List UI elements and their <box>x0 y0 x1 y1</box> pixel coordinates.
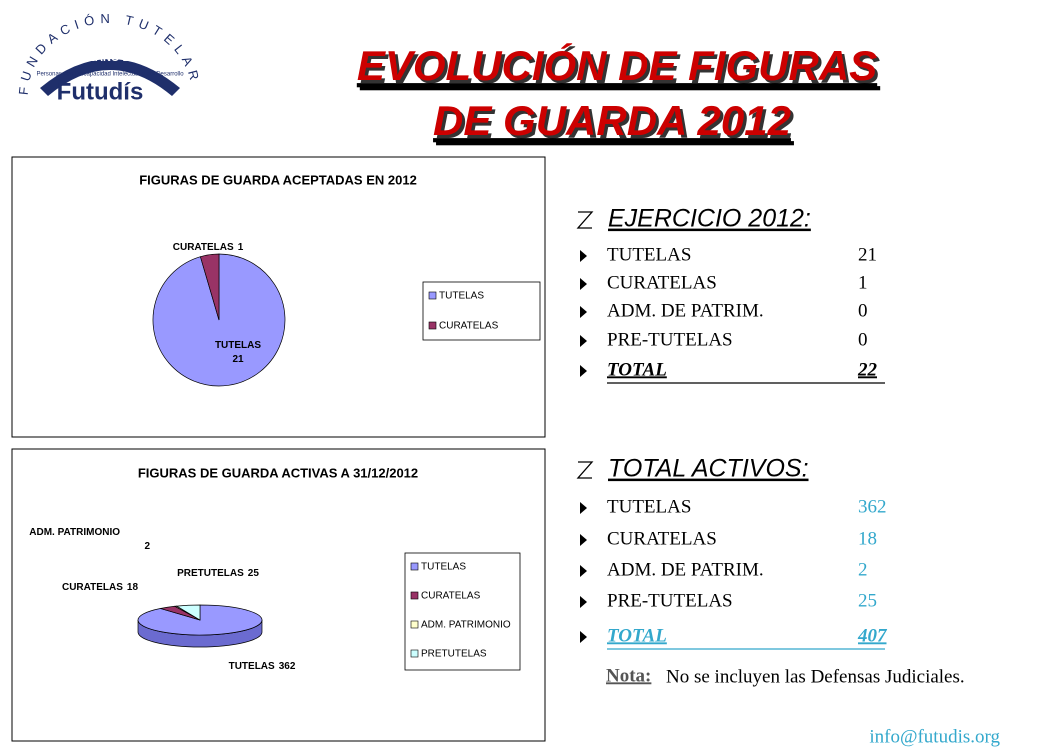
email: info@futudis.org <box>869 726 1000 747</box>
item-value: 21 <box>858 244 877 265</box>
legend <box>404 552 521 671</box>
data-label: TUTELAS 362 <box>229 661 296 672</box>
item-label: ADM. DE PATRIM. <box>607 300 764 321</box>
bullet-arrow <box>580 335 587 347</box>
item-value: 362 <box>858 496 887 517</box>
bullet-arrow <box>580 631 587 643</box>
pie-slice <box>175 604 201 621</box>
bullet-arrow <box>580 534 587 546</box>
data-label: CURATELAS 1 <box>173 242 244 253</box>
logo: FUNDACIÓN TUTELAR CASTELLANO LEONESA Per… <box>16 11 197 105</box>
bullet-arrow <box>580 250 587 262</box>
data-label-part: 21 <box>232 354 244 365</box>
item-label: ADM. DE PATRIM. <box>607 559 764 580</box>
legend-swatch <box>410 562 419 571</box>
legend-swatch <box>410 591 419 600</box>
item-value: 0 <box>858 300 868 321</box>
item-value: 25 <box>858 590 877 611</box>
item-value: 0 <box>858 329 868 350</box>
section-title: TOTAL ACTIVOS: <box>608 455 809 483</box>
title-shadow: EVOLUCIÓN DE FIGURAS <box>360 45 880 92</box>
data-label-part: 25 <box>248 568 260 579</box>
item-value: 18 <box>858 528 877 549</box>
data-label-part: ADM. PATRIMONIO <box>29 527 120 538</box>
item-value: 2 <box>858 559 868 580</box>
data-label-part: TUTELAS <box>229 661 275 672</box>
data-label-part: 362 <box>279 661 296 672</box>
item-value: 407 <box>857 625 888 646</box>
item-label: TOTAL <box>607 359 667 380</box>
item-label: CURATELAS <box>607 272 717 293</box>
data-label-part: 18 <box>127 582 139 593</box>
legend-swatch <box>410 620 419 629</box>
bullet-arrow <box>580 306 587 318</box>
legend-swatch <box>428 291 437 300</box>
title-line: EVOLUCIÓN DE FIGURAS <box>357 42 877 89</box>
legend-label: CURATELAS <box>439 321 499 332</box>
data-label: CURATELAS 18 <box>62 582 138 593</box>
logo-brand: Futudís <box>57 78 144 105</box>
data-label: ADM. PATRIMONIO 2 <box>29 527 150 552</box>
bullet-icon <box>576 211 594 229</box>
item-value: 22 <box>857 359 878 380</box>
data-label-part: 1 <box>238 242 244 253</box>
data-label-part: CURATELAS <box>173 242 234 253</box>
data-label-part: CURATELAS <box>62 582 123 593</box>
item-label: PRE-TUTELAS <box>607 329 733 350</box>
legend-label: ADM. PATRIMONIO <box>421 620 511 631</box>
title-shadow: DE GUARDA 2012 <box>436 100 794 147</box>
bullet-arrow <box>580 565 587 577</box>
data-label-part: PRETUTELAS <box>177 568 244 579</box>
legend-label: PRETUTELAS <box>421 649 487 660</box>
chart-title: FIGURAS DE GUARDA ACEPTADAS EN 2012 <box>139 172 417 187</box>
pie-slice <box>199 253 220 321</box>
chart-title: FIGURAS DE GUARDA ACTIVAS A 31/12/2012 <box>138 465 418 480</box>
legend-label: TUTELAS <box>439 291 484 302</box>
data-label-part: TUTELAS <box>215 340 261 351</box>
legend-label: TUTELAS <box>421 562 466 573</box>
legend-label: CURATELAS <box>421 591 481 602</box>
item-label: TUTELAS <box>607 244 691 265</box>
logo-sub: Personas con Discapacidad Intelectual o … <box>36 72 184 78</box>
note-text: No se incluyen las Defensas Judiciales. <box>666 666 965 687</box>
item-label: PRE-TUTELAS <box>607 590 733 611</box>
item-value: 1 <box>858 272 868 293</box>
data-label: TUTELAS 21 <box>215 340 261 365</box>
bullet-arrow <box>580 278 587 290</box>
bullet-arrow <box>580 502 587 514</box>
logo-band <box>40 59 180 96</box>
title: EVOLUCIÓN DE FIGURAS EVOLUCIÓN DE FIGURA… <box>357 42 880 147</box>
title-line: DE GUARDA 2012 <box>433 97 791 144</box>
bullet-arrow <box>580 365 587 377</box>
bullet-arrow <box>580 596 587 608</box>
data-label: PRETUTELAS 25 <box>177 568 259 579</box>
logo-band-text: CASTELLANO LEONESA <box>44 52 175 64</box>
note-label: Nota: <box>606 665 651 686</box>
section-title: EJERCICIO 2012: <box>608 205 811 233</box>
bullet-icon <box>576 461 594 479</box>
item-label: TOTAL <box>607 625 667 646</box>
legend-swatch <box>410 649 419 658</box>
data-label-part: 2 <box>144 541 150 552</box>
legend-swatch <box>428 321 437 330</box>
item-label: CURATELAS <box>607 528 717 549</box>
item-label: TUTELAS <box>607 496 691 517</box>
legend <box>422 281 541 341</box>
